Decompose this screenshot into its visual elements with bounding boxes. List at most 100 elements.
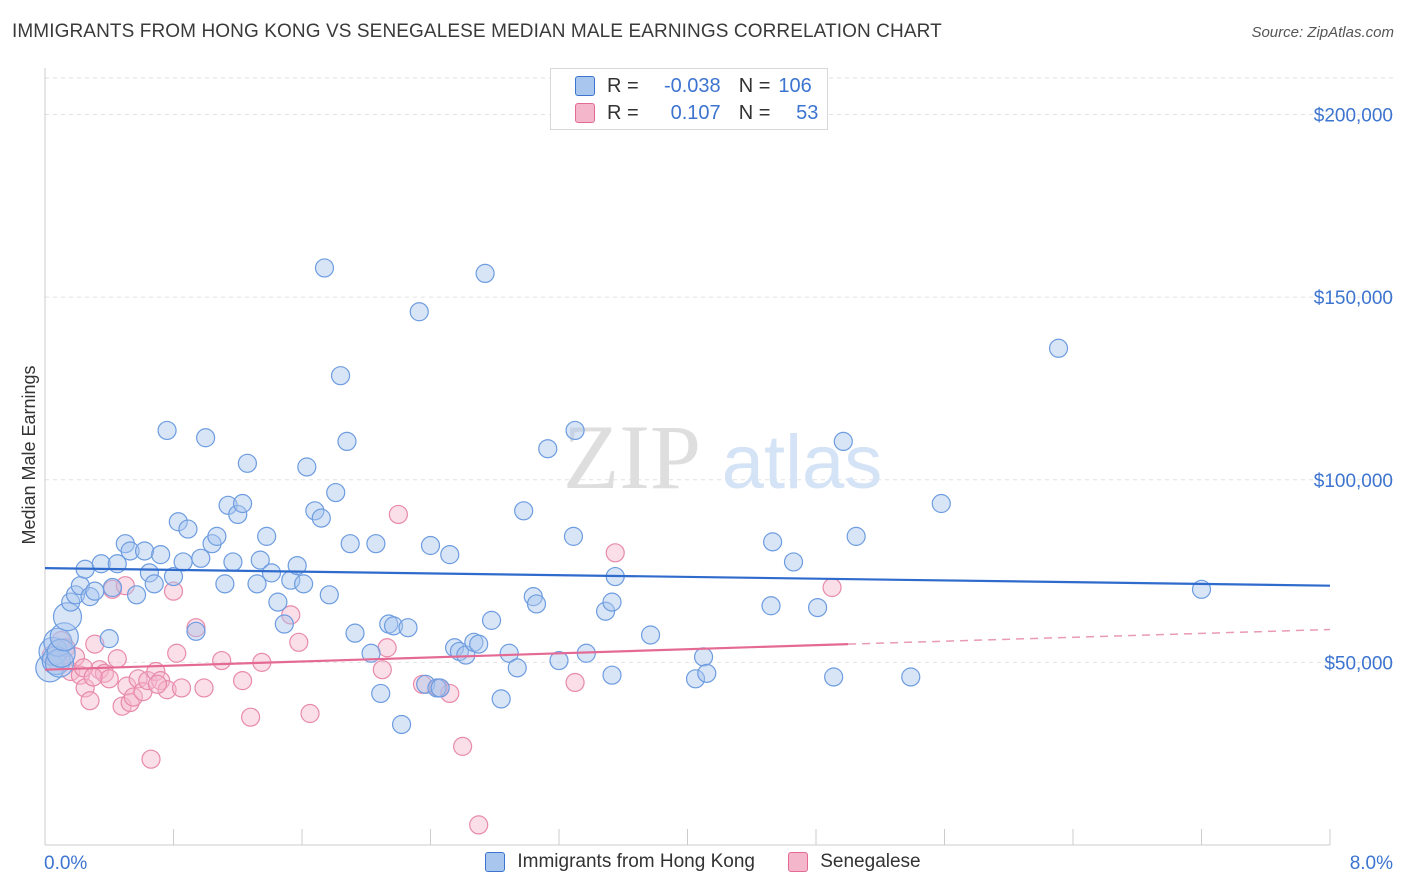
- senegalese-point: [212, 650, 232, 671]
- senegalese-point: [289, 632, 309, 652]
- senegalese-point: [120, 692, 140, 713]
- hongkong-point: [783, 552, 804, 572]
- n-label: N =: [738, 101, 771, 124]
- y-tick-label: $50,000: [1324, 653, 1393, 674]
- legend-swatch-blue: [485, 852, 506, 872]
- hongkong-point: [305, 501, 325, 521]
- y-tick-label: $200,000: [1314, 106, 1393, 127]
- hongkong-point: [549, 650, 569, 671]
- hongkong-point: [526, 594, 547, 614]
- senegalese-point: [83, 667, 103, 687]
- hongkong-point: [247, 574, 267, 594]
- hongkong-point: [178, 519, 198, 539]
- trend-lines: [44, 567, 1331, 671]
- hongkong-point: [398, 618, 418, 638]
- hongkong-point: [371, 683, 391, 704]
- hongkong-point: [507, 658, 527, 678]
- hongkong-point: [186, 621, 206, 641]
- hongkong-point: [237, 453, 257, 473]
- senegalese-point: [377, 638, 397, 658]
- source-label: Source: ZipAtlas.com: [1251, 24, 1394, 41]
- hongkong-point: [383, 616, 404, 636]
- senegalese-point: [167, 643, 187, 663]
- hongkong-point: [685, 669, 706, 689]
- legend-swatch-pink: [788, 852, 809, 872]
- senegalese-point: [241, 707, 261, 727]
- hongkong-point: [250, 550, 270, 570]
- legend-swatch-pink: [575, 103, 595, 123]
- hongkong-point: [420, 535, 441, 556]
- senegalese-point: [453, 736, 473, 756]
- hongkong-point: [491, 689, 511, 709]
- senegalese-point: [85, 634, 105, 654]
- legend-item-hongkong: Immigrants from Hong Kong: [485, 851, 755, 873]
- hongkong-point: [232, 493, 253, 514]
- hongkong-point: [102, 577, 123, 598]
- senegalese-point: [123, 687, 143, 707]
- hongkong-point: [340, 534, 360, 554]
- hongkong-point: [261, 563, 282, 583]
- hongkong-point: [326, 482, 346, 503]
- hongkong-point: [99, 629, 119, 649]
- x-tick-label: 8.0%: [1350, 853, 1393, 874]
- hongkong-point: [409, 302, 429, 322]
- tick-labels: $50,000 $100,000 $150,000 $200,000 0.0% 8.0%: [44, 106, 1393, 874]
- senegalese-point: [163, 581, 184, 601]
- hongkong-point: [469, 634, 489, 654]
- hongkong-point: [257, 526, 277, 546]
- hongkong-point: [345, 623, 365, 643]
- grid-lines: [45, 77, 1395, 663]
- hongkong-point: [157, 420, 177, 441]
- senegalese-point: [194, 678, 214, 698]
- legend-swatch-blue: [575, 76, 595, 96]
- hongkong-point: [297, 457, 317, 477]
- senegalese-point: [147, 674, 168, 694]
- hongkong-point: [1048, 338, 1069, 358]
- hongkong-point: [144, 574, 164, 594]
- hongkong-point: [139, 563, 160, 583]
- hongkong-point: [126, 585, 147, 605]
- hongkong-point: [268, 592, 288, 612]
- senegalese-point: [822, 577, 842, 598]
- senegalese-point: [80, 691, 100, 711]
- r-label: R =: [607, 101, 639, 124]
- hongkong-point: [475, 263, 495, 284]
- senegalese-point: [141, 749, 161, 769]
- hongkong-point: [693, 647, 714, 667]
- hongkong-point: [640, 625, 661, 645]
- y-axis-label: Median Male Earnings: [19, 365, 39, 544]
- hongkong-point: [499, 643, 519, 663]
- hongkong-point: [846, 526, 866, 546]
- hongkong-point: [901, 667, 921, 687]
- hongkong-point: [430, 678, 450, 698]
- senegalese-point: [388, 504, 408, 525]
- hongkong-point: [196, 428, 216, 448]
- series-legend: Immigrants from Hong Kong Senegalese: [0, 851, 1406, 878]
- hongkong-point: [602, 665, 622, 685]
- y-tick-label: $100,000: [1314, 471, 1393, 492]
- senegalese-point: [75, 678, 95, 698]
- hongkong-point: [602, 592, 622, 612]
- senegalese-point: [107, 649, 127, 669]
- senegalese-trend-line: [44, 643, 849, 671]
- hongkong-point: [824, 667, 844, 687]
- stats-row-hongkong: R = -0.038 N = 106: [575, 73, 812, 99]
- senegalese-point: [469, 815, 489, 835]
- hongkong-point: [391, 714, 412, 735]
- hongkong-point: [366, 534, 386, 554]
- hongkong-point: [120, 541, 140, 561]
- x-tick-label: 0.0%: [44, 853, 87, 874]
- hongkong-point: [314, 258, 335, 278]
- watermark-atlas: atlas: [722, 420, 883, 505]
- hongkong-point: [191, 548, 211, 568]
- hongkong-point: [173, 552, 193, 572]
- n-label: N =: [738, 74, 771, 97]
- senegalese-point: [128, 669, 148, 689]
- hongkong-point: [330, 366, 351, 386]
- hongkong-point: [228, 504, 248, 525]
- hongkong-point: [274, 614, 294, 634]
- hongkong-point: [215, 574, 235, 594]
- hongkong-point: [833, 431, 853, 452]
- legend-item-senegalese: Senegalese: [788, 851, 921, 873]
